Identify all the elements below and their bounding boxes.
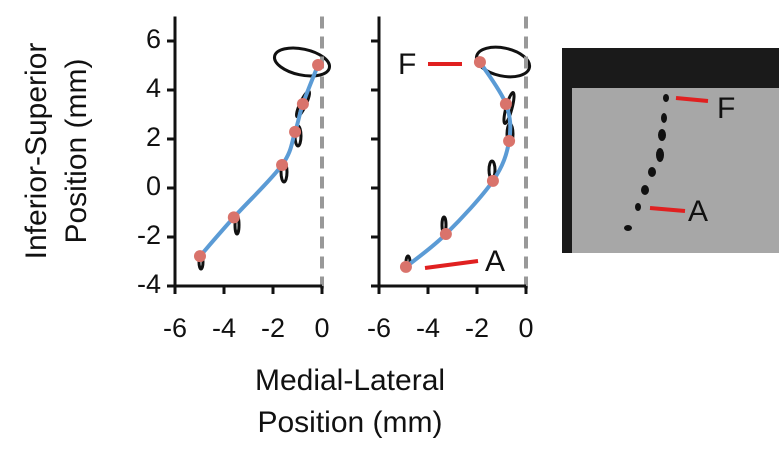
photo-label: A: [688, 195, 708, 228]
x-axis-label: Position (mm): [257, 406, 442, 439]
point: [276, 159, 288, 171]
y-tick-label: 6: [146, 24, 161, 54]
y-axis-label: Position (mm): [60, 58, 93, 243]
point: [400, 261, 412, 273]
x-tick-label: -6: [367, 313, 391, 343]
x-tick-label: 0: [314, 313, 329, 343]
y-tick-label: -4: [137, 269, 161, 299]
point: [500, 98, 512, 110]
y-tick-label: 2: [146, 122, 161, 152]
y-axis-label: Inferior-Superior: [20, 43, 53, 260]
x-tick-label: 0: [518, 313, 533, 343]
annotation: F: [398, 48, 416, 81]
annotation: A: [485, 245, 505, 278]
x-tick-label: -4: [416, 313, 440, 343]
trajectories: [199, 43, 532, 269]
x-tick-label: -2: [261, 313, 285, 343]
x-tick-label: -2: [465, 313, 489, 343]
point: [194, 250, 206, 262]
photo-tissue: [572, 88, 779, 253]
point: [474, 56, 486, 68]
figure: F A F A Medial-Lateral Position (mm) -4-…: [0, 0, 779, 456]
y-tick-label: -2: [137, 220, 161, 250]
trend-line: [200, 65, 318, 256]
x-tick-label: -6: [163, 313, 187, 343]
point: [487, 175, 499, 187]
point: [289, 126, 301, 138]
page: F A F A Medial-Lateral Position (mm) -4-…: [0, 0, 779, 461]
point: [228, 211, 240, 223]
y-tick-label: 0: [146, 171, 161, 201]
y-tick-label: 4: [146, 73, 161, 103]
x-axis-label: Medial-Lateral: [255, 364, 445, 397]
point: [440, 228, 452, 240]
pointer: [425, 261, 478, 268]
x-tick-label: -4: [212, 313, 236, 343]
photo: F A: [562, 48, 779, 253]
point: [297, 98, 309, 110]
point: [312, 59, 324, 71]
point: [503, 135, 515, 147]
photo-label: F: [717, 92, 735, 125]
